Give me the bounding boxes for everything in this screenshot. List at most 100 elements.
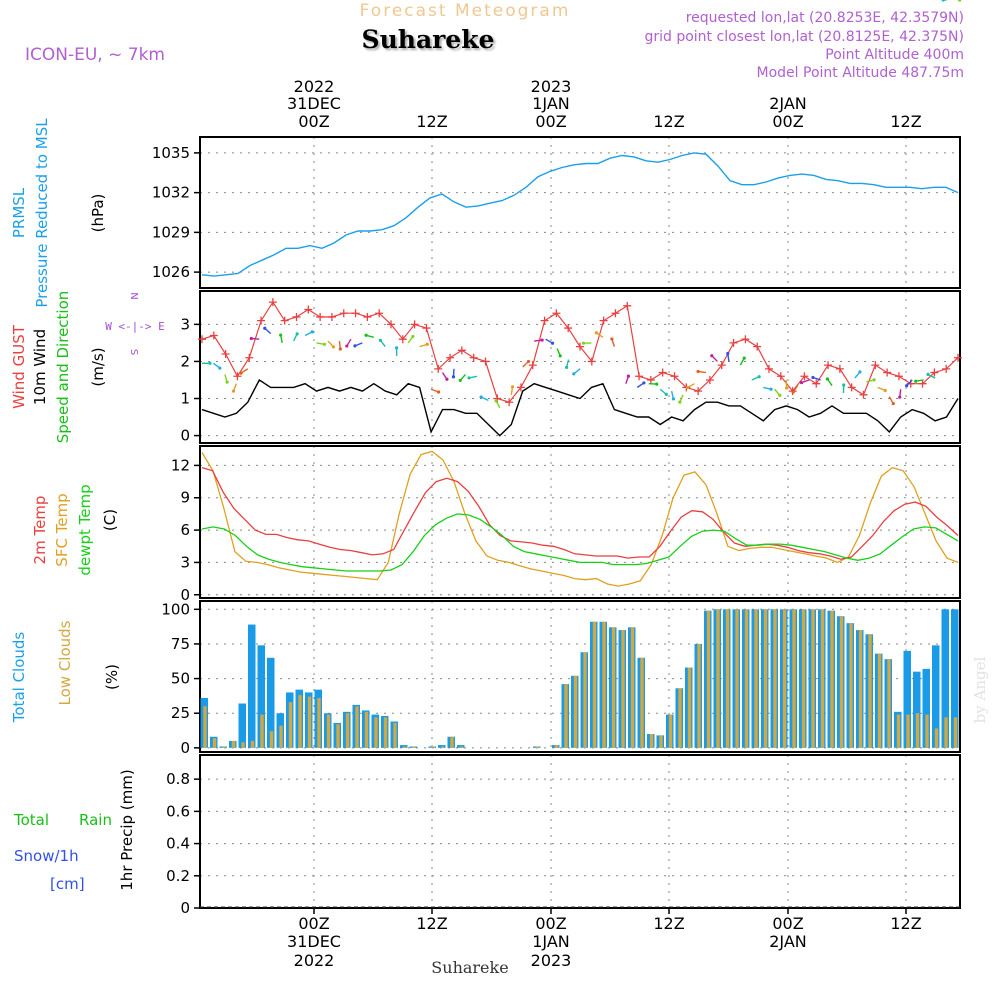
wind-arrow-head (458, 378, 462, 383)
total-cloud-bar (457, 745, 465, 748)
grid-coords: grid point closest lon,lat (20.8125E, 42… (644, 29, 964, 45)
wind-arrow-head (572, 372, 576, 376)
low-cloud-bar (298, 695, 302, 748)
panel-frame-3 (199, 445, 961, 599)
gust-marker (635, 372, 644, 381)
low-cloud-bar (203, 706, 207, 748)
low-cloud-bar (706, 610, 711, 748)
low-cloud-bar (326, 714, 331, 748)
gust-marker (363, 312, 372, 321)
bottom-day-3: 2JAN (769, 932, 807, 951)
low-cloud-bar (440, 746, 445, 748)
gust-marker (351, 309, 360, 318)
wind-arrow-head (451, 375, 456, 379)
wind-arrow-head (825, 377, 830, 381)
gust-marker (824, 361, 833, 370)
model-label: ICON-EU, ~ 7km (25, 45, 165, 65)
low-cloud-bar (849, 623, 853, 748)
total-cloud-bar (951, 609, 959, 748)
gust-marker (729, 338, 738, 347)
wind-arrow-head (394, 346, 399, 350)
gust-marker (646, 375, 655, 384)
gust-marker (481, 357, 490, 366)
low-cloud-bar (934, 728, 939, 748)
wind-arrow-head (411, 334, 415, 339)
wind-arrow-head (510, 385, 515, 389)
bottom-hour-5: 00Z (772, 914, 803, 933)
y-tick-label: 0 (180, 427, 190, 445)
model-altitude: Model Point Altitude 487.75m (757, 65, 964, 81)
bottom-hour-3: 00Z (535, 914, 566, 933)
top-time-axis: 2022 31DEC 00Z 12Z 2023 1JAN 00Z 12Z 2JA… (287, 77, 922, 131)
gust-marker (800, 372, 809, 381)
gust-marker (930, 368, 939, 377)
compass-s: S (128, 349, 139, 355)
low-cloud-bar (811, 609, 815, 748)
pressure-line (201, 152, 959, 277)
wind-arrow-head (494, 399, 498, 403)
gust-marker (233, 372, 242, 381)
wind-arrow-head (558, 354, 562, 358)
total-cloud-bar (438, 745, 446, 748)
gust-marker (316, 312, 325, 321)
gust-marker (304, 305, 313, 314)
temp2m-label: 2m Temp (31, 496, 49, 565)
low-cloud-bar (782, 609, 787, 748)
wind-arrow-head (364, 333, 368, 337)
wind-arrow-head (263, 326, 267, 330)
gust-marker (658, 368, 667, 377)
y-tick-label: 0 (180, 739, 190, 757)
gust-marker (268, 298, 277, 307)
total-cloud-bar (922, 668, 930, 748)
gust-marker (446, 353, 455, 362)
low-cloud-bar (735, 609, 739, 748)
low-cloud-bar (754, 609, 758, 748)
low-cloud-bar (925, 714, 929, 748)
bottom-hour-2: 12Z (416, 914, 447, 933)
total-clouds-label: Total Clouds (10, 632, 28, 724)
low-cloud-bar (554, 745, 559, 748)
wind-arrow-head (279, 333, 283, 337)
y-tick-label: 1 (180, 390, 190, 408)
wind-arrow-head (685, 385, 690, 390)
wind-arrow-head (671, 397, 676, 401)
wind-unit: (m/s) (89, 347, 107, 386)
pressure-label-1: PRMSL (10, 187, 28, 238)
top-hour-2: 12Z (416, 112, 447, 131)
y-tick-label: 0 (180, 586, 190, 604)
wind-arrow-head (664, 392, 668, 396)
gust-marker (753, 342, 762, 351)
gust-marker (705, 375, 714, 384)
low-cloud-bar (364, 711, 369, 748)
wind-arrow-head (799, 380, 804, 385)
wind-arrow-head (249, 336, 253, 341)
y-tick-label: 0 (180, 899, 190, 917)
wind-arrow-head (905, 384, 909, 388)
top-hour-5: 00Z (772, 112, 803, 131)
total-cloud-bar (400, 745, 408, 748)
total-cloud-bar (903, 650, 911, 748)
low-cloud-bar (393, 722, 397, 748)
low-cloud-bar (355, 706, 359, 748)
wind-arrow-head (353, 344, 357, 348)
wind-arrow-head (310, 330, 314, 334)
low-cloud-bar (944, 717, 948, 748)
gust-marker (835, 364, 844, 373)
compass-n: N (128, 292, 139, 299)
gust-marker (717, 361, 726, 370)
bottom-time-axis: 00Z 31DEC 2022 12Z 00Z 1JAN 2023 12Z 00Z… (287, 914, 922, 970)
gust-marker (375, 309, 384, 318)
y-tick-label: 1032 (152, 184, 190, 202)
low-cloud-bar (288, 702, 293, 748)
wind-arrow-head (345, 344, 349, 348)
low-cloud-bar (573, 675, 578, 748)
low-cloud-bar (687, 667, 692, 748)
pressure-unit: (hPa) (89, 194, 107, 233)
low-cloud-bar (621, 630, 625, 748)
gust-marker (516, 383, 525, 392)
snow-label: Snow/1h (14, 847, 79, 865)
low-cloud-bar (763, 609, 768, 748)
gust-marker (387, 320, 395, 329)
data-marks (198, 0, 962, 908)
